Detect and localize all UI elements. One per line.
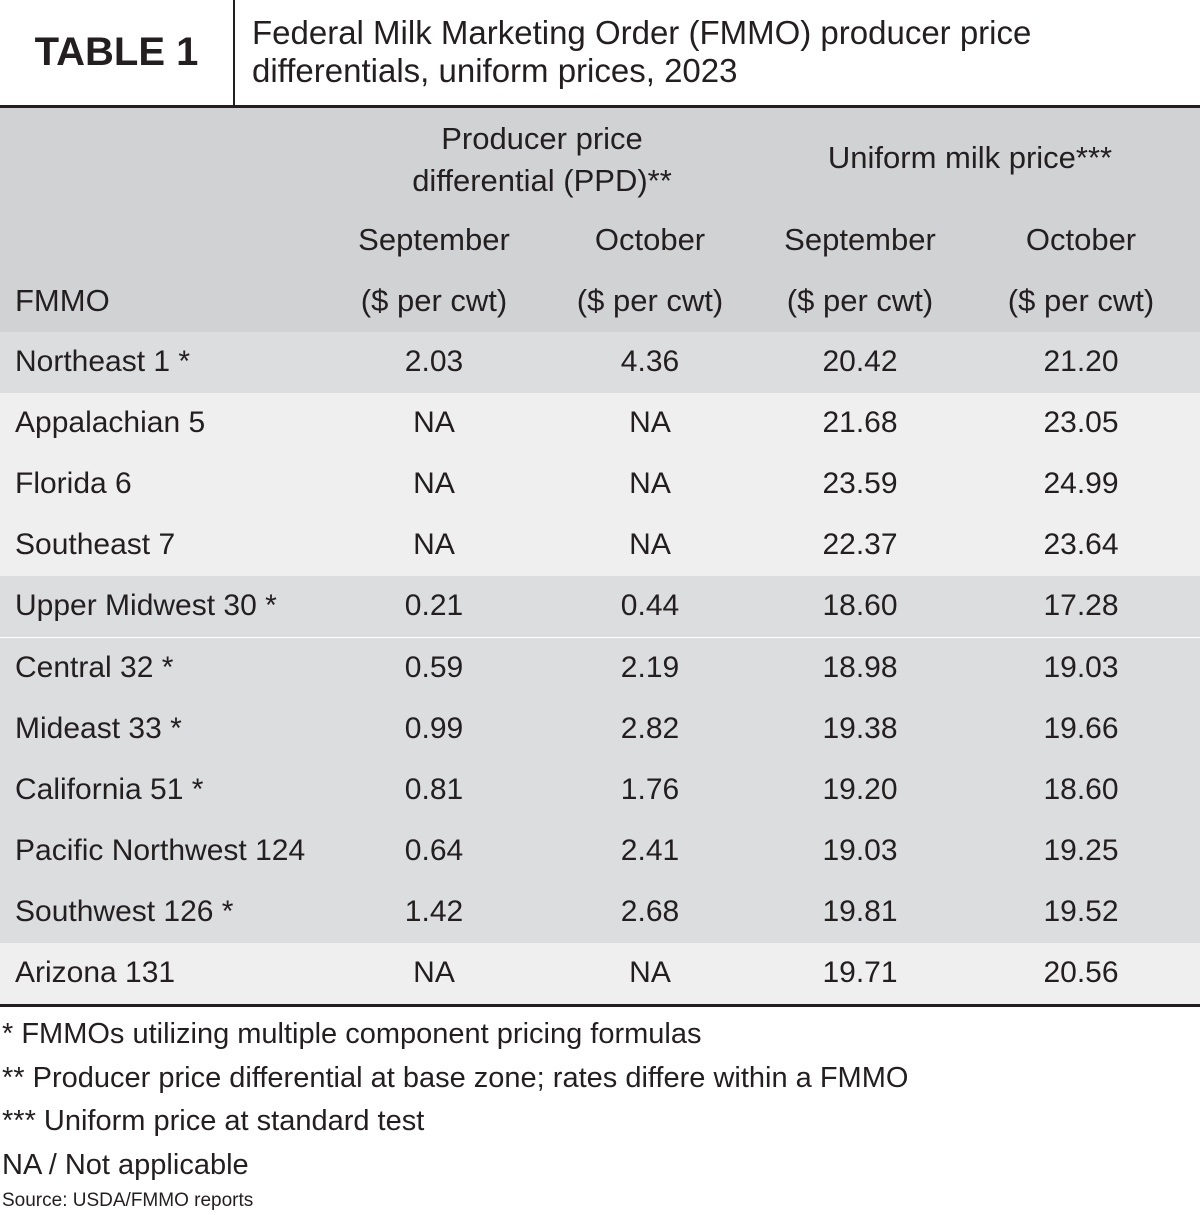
cell: 19.25 [1043,833,1119,867]
cell: NA [629,467,671,501]
cell: 19.71 [822,956,898,989]
cell: NA [413,528,455,562]
table-row: California 51 * 0.81 1.76 19.20 18.60 [0,759,1200,821]
cell: 18.60 [822,589,898,623]
table-title: Federal Milk Marketing Order (FMMO) prod… [252,14,1032,89]
cell: NA [629,956,671,989]
column-month: September [358,222,510,257]
column-header: FMMO [15,283,110,318]
table-row: Southwest 126 * 1.42 2.68 19.81 19.52 [0,881,1200,943]
cell: NA [629,528,671,562]
column-month: October [1025,222,1137,257]
table-bottom-rule [0,1004,1200,1007]
table-row: Florida 6 NA NA 23.59 24.99 [0,454,1200,516]
cell: NA [413,406,455,440]
footnote: NA / Not applicable [2,1148,249,1181]
cell: 2.68 [620,894,680,928]
cell: 23.59 [822,467,898,501]
cell: 1.76 [620,772,680,806]
cell: 0.64 [404,833,464,867]
cell: NA [413,956,455,989]
table-row: Appalachian 5 NA NA 21.68 23.05 [0,393,1200,455]
column-unit: ($ per cwt) [360,283,508,318]
cell: 2.41 [620,833,680,867]
row-label: Upper Midwest 30 * [15,589,277,623]
cell: 20.56 [1043,956,1119,989]
cell: 24.99 [1043,467,1119,501]
cell: 22.37 [822,528,898,562]
header: TABLE 1 Federal Milk Marketing Order (FM… [0,0,1200,108]
cell: 23.64 [1043,528,1119,562]
column-unit: ($ per cwt) [576,283,724,318]
cell: 0.99 [404,711,464,745]
table-row: Northeast 1 * 2.03 4.36 20.42 21.20 [0,332,1200,393]
cell: 2.19 [620,650,680,684]
group-header: Uniform milk price*** [827,140,1113,175]
cell: NA [629,406,671,440]
cell: 18.98 [822,650,898,684]
cell: 23.05 [1043,406,1119,440]
row-label: Northeast 1 * [15,345,191,378]
footnote: ** Producer price differential at base z… [2,1061,909,1094]
cell: 0.44 [620,589,680,623]
row-label: Arizona 131 [15,956,176,989]
cell: 0.21 [404,589,464,623]
table-row: Arizona 131 NA NA 19.71 20.56 [0,943,1200,1004]
table-label: TABLE 1 [0,0,235,105]
cell: 19.20 [822,772,898,806]
cell: 21.20 [1043,345,1119,378]
column-unit: ($ per cwt) [1007,283,1155,318]
row-label: Mideast 33 * [15,711,182,745]
footnote: * FMMOs utilizing multiple component pri… [2,1018,702,1050]
table-row: Upper Midwest 30 * 0.21 0.44 18.60 17.28 [0,576,1200,638]
cell: 19.81 [822,894,898,928]
row-label: Southeast 7 [15,528,176,562]
cell: 19.52 [1043,894,1119,928]
source: Source: USDA/FMMO reports [2,1190,254,1211]
table-row: Southeast 7 NA NA 22.37 23.64 [0,515,1200,577]
column-month: September [784,222,936,257]
column-month: October [594,222,706,257]
row-label: Southwest 126 * [15,894,234,928]
table-row: Pacific Northwest 124 0.64 2.41 19.03 19.25 [0,820,1200,882]
column-unit: ($ per cwt) [786,283,934,318]
cell: 4.36 [620,345,680,378]
footnote: *** Uniform price at standard test [2,1105,425,1137]
column-header-band [0,108,1200,332]
cell: 2.03 [404,345,464,378]
cell: 18.60 [1043,772,1119,806]
cell: 19.66 [1043,711,1119,745]
cell: 20.42 [822,345,898,378]
cell: 19.03 [822,833,898,867]
table-row: Central 32 * 0.59 2.19 18.98 19.03 [0,637,1200,699]
cell: 19.03 [1043,650,1119,684]
cell: 21.68 [822,406,898,440]
cell: 19.38 [822,711,898,745]
cell: 0.81 [404,772,464,806]
row-label: Central 32 * [15,650,174,684]
row-label: Appalachian 5 [15,406,206,440]
row-label: Pacific Northwest 124 [15,833,306,867]
cell: 0.59 [404,650,464,684]
cell: 2.82 [620,711,680,745]
cell: 17.28 [1043,589,1119,623]
row-label: Florida 6 [15,467,132,501]
row-label: California 51 * [15,772,204,806]
table-row: Mideast 33 * 0.99 2.82 19.38 19.66 [0,698,1200,760]
group-header: Producer price differential (PPD)** [412,121,672,198]
cell: 1.42 [404,894,464,928]
cell: NA [413,467,455,501]
